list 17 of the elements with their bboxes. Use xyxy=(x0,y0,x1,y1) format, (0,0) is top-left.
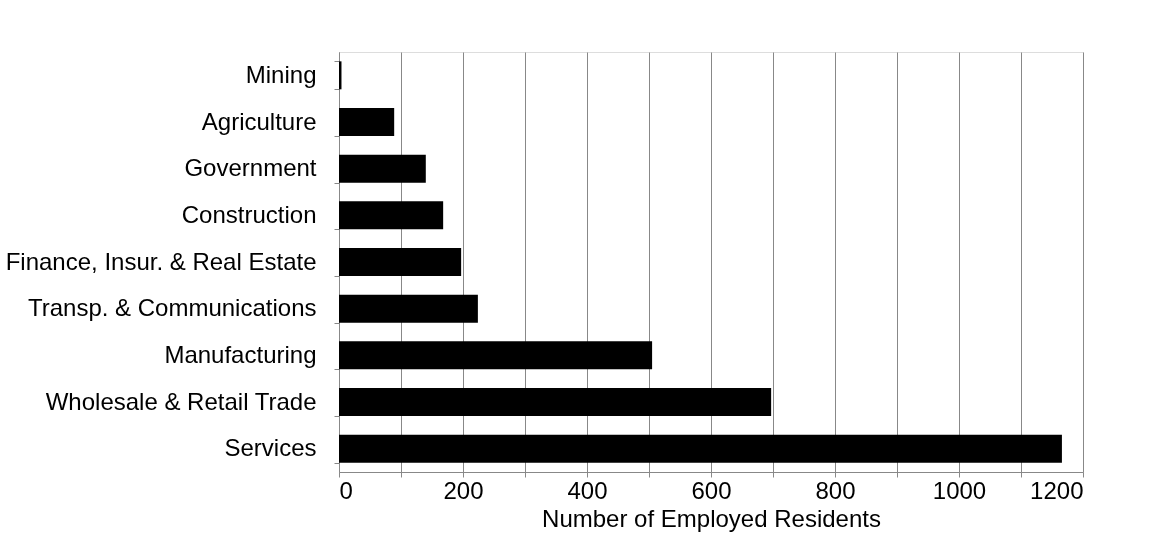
y-tick-label: Government xyxy=(184,154,317,182)
y-tick-label: Construction xyxy=(181,200,317,228)
x-tick-label: 1000 xyxy=(932,476,987,504)
x-tick-label: 1200 xyxy=(1030,476,1084,504)
y-tick-label: Agriculture xyxy=(201,107,317,135)
y-tick-label: Mining xyxy=(245,60,317,88)
x-tick-label: 400 xyxy=(567,476,608,504)
y-tick-label: Transp. & Communications xyxy=(27,294,317,322)
x-tick-label: 200 xyxy=(443,476,484,504)
x-tick-label: 800 xyxy=(815,476,856,504)
x-axis-title: Number of Employed Residents xyxy=(542,504,881,532)
x-tick-label: 0 xyxy=(339,476,353,504)
y-tick-label: Manufacturing xyxy=(164,340,317,368)
y-tick-label: Finance, Insur. & Real Estate xyxy=(5,247,317,275)
x-tick-label: 600 xyxy=(691,476,732,504)
y-tick-label: Wholesale & Retail Trade xyxy=(45,387,317,415)
y-tick-label: Services xyxy=(224,434,317,462)
